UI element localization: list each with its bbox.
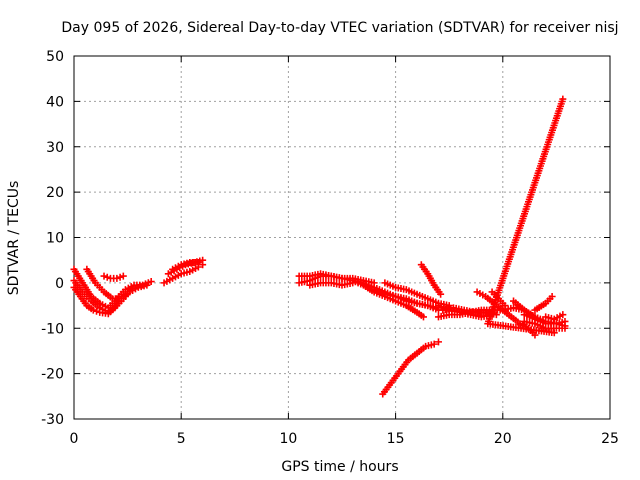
y-tick-label: 50 (46, 49, 64, 65)
data-point-marker (147, 278, 155, 286)
data-point-marker (370, 279, 378, 287)
data-series (484, 95, 567, 337)
data-series (160, 261, 207, 287)
data-series (306, 279, 357, 289)
data-point-marker (437, 290, 445, 298)
y-tick-label: 10 (46, 231, 64, 247)
x-tick-label: 15 (387, 431, 405, 447)
tick-labels: 0 5 10 15 20 25 -30 -20 -10 0 10 20 30 40 50 (41, 49, 619, 447)
data-point-marker (100, 272, 108, 280)
x-tick-label: 10 (279, 431, 297, 447)
data-point-marker (116, 273, 124, 281)
data-marks (70, 95, 569, 398)
data-series (169, 258, 202, 273)
data-point-marker (194, 258, 202, 266)
data-point-marker (93, 307, 101, 315)
data-point-marker (199, 256, 207, 264)
data-point-marker (531, 331, 539, 339)
data-point-marker (419, 313, 427, 321)
data-series (379, 338, 442, 398)
data-series (100, 272, 127, 282)
y-tick-label: 30 (46, 140, 64, 156)
data-series (417, 261, 445, 298)
grid (74, 56, 610, 419)
x-tick-label: 20 (494, 431, 512, 447)
y-tick-label: -20 (41, 367, 64, 383)
data-point-marker (89, 306, 97, 314)
y-tick-label: 20 (46, 185, 64, 201)
data-series (531, 292, 556, 314)
x-tick-label: 0 (70, 431, 79, 447)
y-tick-label: -10 (41, 321, 64, 337)
x-axis-label: GPS time / hours (281, 459, 398, 475)
data-point-marker (548, 292, 556, 300)
y-axis-label: SDTVAR / TECUs (6, 181, 22, 296)
data-point-marker (430, 340, 438, 348)
data-point-marker (103, 273, 111, 281)
data-series (83, 265, 151, 303)
x-tick-label: 25 (601, 431, 619, 447)
data-point-marker (550, 329, 558, 337)
data-point-marker (561, 324, 569, 332)
data-point-marker (561, 317, 569, 325)
data-series (542, 311, 567, 323)
data-point-marker (501, 302, 509, 310)
y-tick-label: 0 (55, 276, 64, 292)
chart-title: Day 095 of 2026, Sidereal Day-to-day VTE… (61, 20, 618, 36)
y-tick-label: -30 (41, 412, 64, 428)
x-tick-label: 5 (177, 431, 186, 447)
data-point-marker (119, 272, 127, 280)
data-point-marker (559, 311, 567, 319)
y-tick-label: 40 (46, 94, 64, 110)
data-series (370, 286, 442, 312)
data-point-marker (434, 338, 442, 346)
data-point-marker (143, 281, 151, 289)
data-point-marker (113, 274, 121, 282)
